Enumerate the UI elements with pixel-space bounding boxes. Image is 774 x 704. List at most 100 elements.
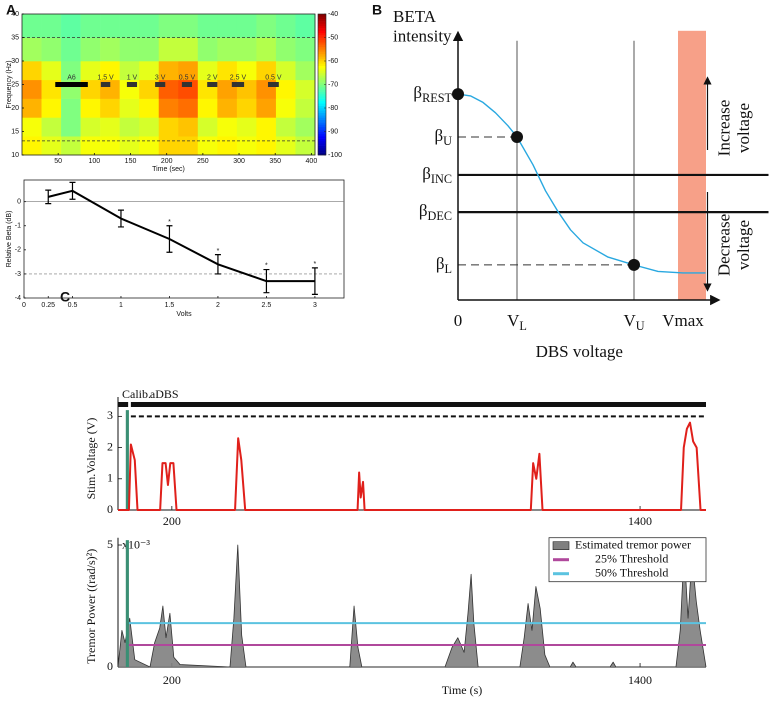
heatmap-cell <box>119 37 140 62</box>
colorbar-segment <box>318 93 326 97</box>
colorbar-segment <box>318 37 326 41</box>
direction-label-line: Increase <box>714 100 733 157</box>
y-axis-label: Frequency (Hz) <box>6 60 13 108</box>
heatmap-cell <box>158 98 179 118</box>
colorbar-segment <box>318 136 326 139</box>
heatmap-cell <box>256 98 277 118</box>
colorbar-segment <box>318 108 326 111</box>
heatmap-cell <box>295 136 316 156</box>
heatmap-cell <box>256 37 277 62</box>
heatmap-cell <box>22 37 42 62</box>
heatmap-cell <box>61 136 81 156</box>
colorbar-segment <box>318 53 326 57</box>
colorbar-segment <box>318 63 326 66</box>
heatmap-cell <box>217 117 238 137</box>
heatmap-cell <box>119 98 140 118</box>
y-tick-label-sub: U <box>443 134 452 148</box>
heatmap-cell <box>158 14 179 38</box>
colorbar-segment <box>318 46 326 50</box>
colorbar-segment <box>318 117 326 121</box>
heatmap-cell <box>22 98 42 118</box>
x-tick-label: 2 <box>216 302 220 309</box>
stim-bar-label: 0.5 V <box>265 74 282 81</box>
heatmap-cell <box>41 117 62 137</box>
direction-label: Decreasevoltage <box>714 214 753 276</box>
heatmap-cell <box>80 98 101 118</box>
heatmap-cell <box>275 79 296 99</box>
heatmap-cell <box>61 98 81 118</box>
heatmap-cell <box>100 61 120 81</box>
x-tick-label: 0.25 <box>41 302 55 309</box>
colorbar-segment <box>318 72 326 76</box>
y-tick-label-main: β <box>419 201 428 220</box>
heatmap-cell <box>256 14 277 38</box>
colorbar-segment <box>318 65 326 69</box>
x-tick-label: 250 <box>197 158 209 165</box>
heatmap-cell <box>236 117 257 137</box>
colorbar-segment <box>318 51 326 55</box>
panel-letter: B <box>372 2 382 18</box>
colorbar-segment <box>318 42 326 45</box>
colorbar-segment <box>318 145 326 149</box>
x-tick-label: 1 <box>119 302 123 309</box>
colorbar-segment <box>318 16 326 19</box>
point <box>511 130 523 143</box>
heatmap-cell <box>139 14 160 38</box>
heatmap-cell <box>139 37 160 62</box>
heatmap-cell <box>197 136 218 156</box>
error-bar <box>45 189 52 205</box>
heatmap-cell <box>178 117 199 137</box>
data-line <box>117 544 707 668</box>
heatmap-cell <box>178 61 199 81</box>
heatmap-cell <box>217 98 238 118</box>
y-axis-label: Tremor Power ((rad/s)²) <box>84 549 98 664</box>
direction-label-line: voltage <box>734 220 753 270</box>
x-tick-label: 200 <box>161 158 173 165</box>
y-tick-label: βDEC <box>419 201 452 223</box>
stim-bar <box>126 82 138 87</box>
error-bar <box>166 225 173 253</box>
heatmap-cell <box>275 14 296 38</box>
legend-label: Estimated tremor power <box>575 537 691 551</box>
heatmap-cell <box>139 79 160 99</box>
point <box>628 258 640 271</box>
error-bar <box>311 267 318 295</box>
panel: 0 0.25 0.5 1 1.5 2 2.5 3 -4 -3 -2 -1 0 * * * * Volts Relat… <box>6 179 345 318</box>
y-axis-label-line: BETA <box>393 7 437 26</box>
colorbar-segment <box>318 124 326 128</box>
stim-bar-label: 1 V <box>127 74 138 81</box>
colorbar-segment <box>318 140 326 144</box>
significance-star: * <box>265 262 268 269</box>
heatmap-cell <box>139 61 160 81</box>
y-tick-label-sub: REST <box>422 91 452 105</box>
colorbar-segment <box>318 84 326 88</box>
direction-label-line: voltage <box>734 103 753 153</box>
y-tick-label: 25 <box>11 81 19 88</box>
legend-label: 50% Threshold <box>595 565 668 579</box>
point <box>452 88 464 101</box>
heatmap-cell <box>22 14 42 38</box>
heatmap-cell <box>295 61 316 81</box>
colorbar-segment <box>318 129 326 132</box>
heatmap-cell <box>236 61 257 81</box>
heatmap-cell <box>22 79 42 99</box>
calibration-bar <box>125 410 129 510</box>
stim-bar <box>231 82 245 87</box>
error-bar <box>263 268 270 294</box>
y-tick-label-sub: L <box>445 262 452 276</box>
colorbar-segment <box>318 77 326 81</box>
error-bar <box>69 181 76 200</box>
colorbar-segment <box>318 86 326 90</box>
stim-bar <box>181 82 193 87</box>
x-tick-label: 200 <box>163 673 181 687</box>
y-axis-label: BETA intensity <box>393 7 452 46</box>
colorbar-segment <box>318 30 326 34</box>
colorbar-tick-label: -90 <box>328 128 338 135</box>
colorbar-segment <box>318 115 326 118</box>
heatmap-cell <box>256 61 277 81</box>
y-tick-label-main: β <box>413 83 422 102</box>
heatmap-cell <box>295 14 316 38</box>
colorbar-tick-label: -80 <box>328 105 338 112</box>
phase-bar <box>130 402 706 407</box>
